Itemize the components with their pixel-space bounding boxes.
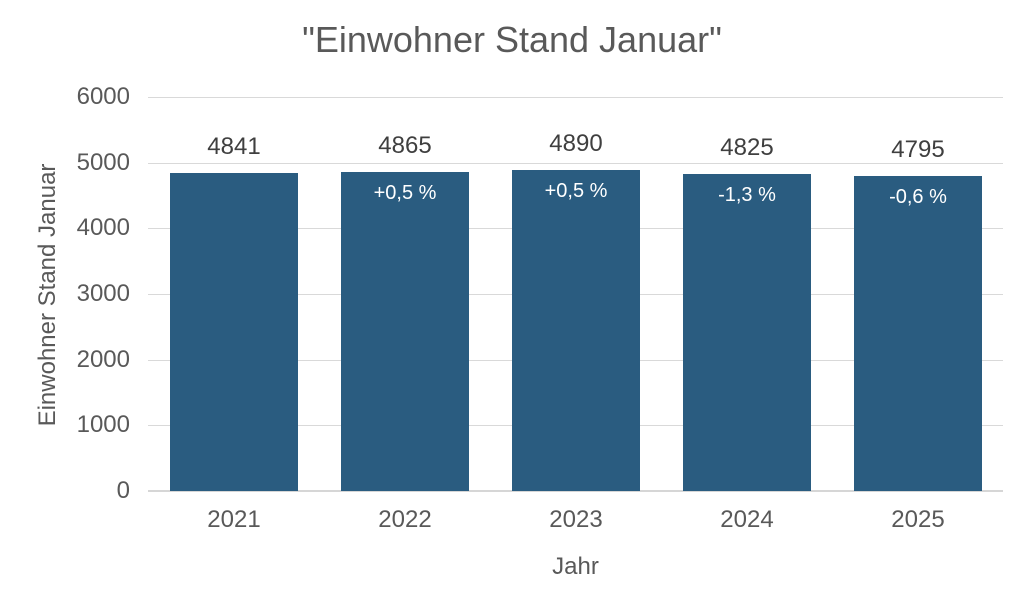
bar-value-label: 4890 xyxy=(549,130,603,157)
bar-delta-label: +0,5 % xyxy=(544,180,608,202)
bar-2023 xyxy=(512,170,640,491)
y-tick-label: 1000 xyxy=(76,411,130,438)
y-tick-label: 5000 xyxy=(76,149,130,176)
gridline xyxy=(148,97,1003,98)
bar-value-label: 4865 xyxy=(378,132,432,159)
y-tick-label: 6000 xyxy=(76,83,130,110)
chart-title: "Einwohner Stand Januar" xyxy=(302,19,722,60)
x-tick-label: 2022 xyxy=(378,506,432,533)
x-tick-label: 2021 xyxy=(207,506,261,533)
y-tick-label: 3000 xyxy=(76,280,130,307)
bar-value-label: 4795 xyxy=(891,136,945,163)
gridline xyxy=(148,163,1003,164)
bar-2024 xyxy=(683,174,811,491)
bar-value-label: 4825 xyxy=(720,134,774,161)
y-tick-label: 2000 xyxy=(76,346,130,373)
bar-2025 xyxy=(854,176,982,491)
bar-delta-label: +0,5 % xyxy=(373,182,437,204)
bar-value-label: 4841 xyxy=(207,133,261,160)
y-tick-label: 4000 xyxy=(76,214,130,241)
bar-2022 xyxy=(341,172,469,491)
bar-delta-label: -0,6 % xyxy=(889,186,947,208)
x-tick-label: 2023 xyxy=(549,506,603,533)
x-axis-line xyxy=(148,490,1003,492)
bar-delta-label: -1,3 % xyxy=(718,184,776,206)
x-axis-title: Jahr xyxy=(552,553,599,580)
x-tick-label: 2024 xyxy=(720,506,774,533)
bar-2021 xyxy=(170,173,298,491)
x-tick-label: 2025 xyxy=(891,506,945,533)
y-tick-label: 0 xyxy=(116,477,130,504)
